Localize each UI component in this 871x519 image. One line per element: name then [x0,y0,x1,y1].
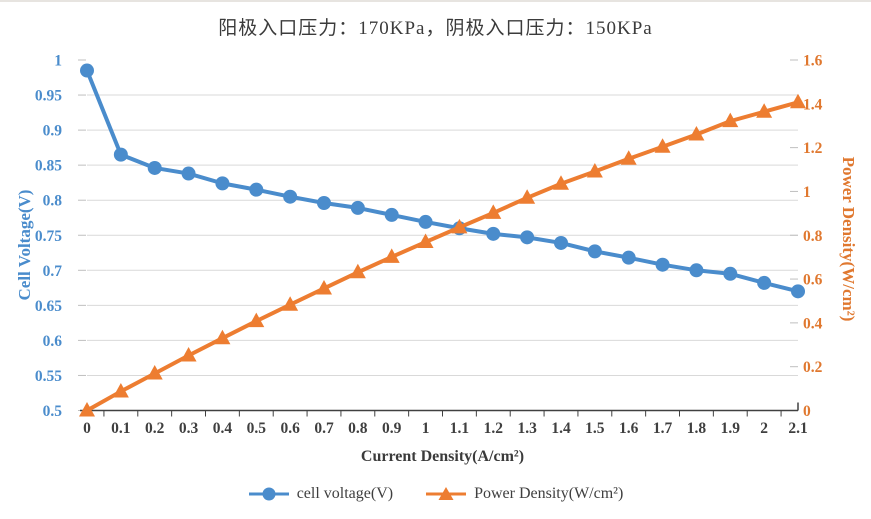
data-point-circle [283,189,298,204]
y-left-tick-label: 0.75 [35,228,62,245]
data-point-triangle [383,248,400,263]
data-point-triangle [417,233,434,249]
data-point-triangle [248,312,265,328]
y-right-tick-label: 0.2 [803,359,823,376]
data-point-circle [554,235,568,250]
y-left-tick-label: 0.65 [35,298,62,315]
data-point-triangle [214,329,231,345]
legend: cell voltage(V) Power Density(W/cm²) [0,485,871,503]
x-tick-label: 1.9 [721,420,741,437]
x-tick-label: 2.1 [788,420,807,437]
x-tick-label: 0 [83,420,91,437]
data-point-circle [215,176,230,191]
data-point-triangle [756,103,773,118]
y-right-tick-label: 0.6 [803,272,823,289]
data-point-circle [350,200,365,215]
legend-item-cell-voltage: cell voltage(V) [248,485,393,503]
x-tick-label: 0.9 [382,420,402,437]
data-point-triangle [146,364,163,380]
x-tick-label: 0.7 [314,420,334,437]
data-point-circle [113,147,128,162]
legend-label-power-density: Power Density(W/cm²) [474,485,624,502]
y-left-tick-label: 0.95 [35,88,62,105]
x-tick-label: 0.2 [145,420,165,437]
data-point-circle [689,263,704,278]
data-point-circle [723,266,738,281]
y-left-tick-label: 0.8 [43,193,63,210]
data-point-circle [317,196,331,211]
chart-title: 阳极入口压力：170KPa，阴极入口压力：150KPa [218,18,653,39]
data-point-circle [520,230,535,245]
data-point-circle [80,63,94,78]
series-line-triangle [85,100,800,413]
data-point-triangle [112,382,129,398]
legend-item-power-density: Power Density(W/cm²) [425,485,623,503]
y-right-tick-label: 0 [803,403,811,420]
x-tick-label: 1.8 [687,420,707,437]
data-point-triangle [654,138,671,153]
data-point-circle [757,275,772,290]
line-circle-marker-icon [248,487,289,501]
y-left-tick-label: 0.85 [35,158,62,175]
data-point-triangle [316,279,332,295]
y-left-tick-label: 0.5 [43,403,63,420]
data-point-triangle [282,296,299,311]
y-left-tick-label: 1 [54,53,62,70]
y-right-tick-label: 1 [803,184,811,201]
y-left-tick-label: 0.7 [43,263,63,280]
x-tick-label: 0.1 [111,420,130,437]
x-tick-label: 1 [422,420,430,437]
y-right-tick-label: 1.4 [803,96,823,113]
data-point-circle [181,166,196,181]
data-point-circle [791,284,805,299]
x-tick-label: 1.4 [551,420,571,437]
y-right-tick-label: 0.4 [803,315,823,332]
data-point-triangle [79,402,95,417]
x-tick-label: 0.3 [179,420,199,437]
y-right-tick-label: 1.2 [803,140,823,157]
data-point-circle [621,250,636,265]
data-point-triangle [620,150,637,165]
data-point-circle [384,207,399,222]
x-tick-label: 1.6 [619,420,639,437]
data-point-circle [147,160,162,175]
series-line-circle [85,68,800,294]
data-point-circle [655,257,670,272]
data-point-circle [249,182,264,197]
x-tick-label: 1.7 [653,420,673,437]
x-tick-label: 0.5 [247,420,267,437]
x-tick-label: 1.5 [585,420,605,437]
data-point-triangle [586,163,603,178]
legend-label-cell-voltage: cell voltage(V) [296,485,394,502]
data-point-triangle [553,175,569,190]
x-tick-label: 0.8 [348,420,368,437]
x-tick-label: 2 [760,420,768,437]
data-point-triangle [451,218,468,234]
y-right-tick-label: 1.6 [803,53,823,70]
x-tick-label: 1.3 [517,420,537,437]
data-point-triangle [349,263,366,279]
y-right-tick-label: 0.8 [803,228,823,245]
x-tick-label: 1.1 [450,420,469,437]
x-tick-label: 1.2 [484,420,504,437]
data-point-circle [418,214,433,229]
data-point-triangle [485,204,502,219]
line-triangle-marker-icon [426,487,467,500]
data-point-triangle [790,93,806,109]
data-point-triangle [180,347,197,362]
x-axis-title: Current Density(A/cm²) [360,448,525,465]
y-left-tick-label: 0.55 [35,368,62,385]
y-left-tick-label: 0.6 [43,333,63,350]
x-tick-label: 0.6 [280,420,300,437]
data-point-triangle [722,112,739,128]
data-point-circle [587,244,602,259]
x-tick-label: 0.4 [213,420,233,437]
data-point-triangle [519,189,536,204]
data-point-circle [486,226,501,241]
y-left-tick-label: 0.9 [43,123,63,140]
data-point-triangle [688,125,705,141]
